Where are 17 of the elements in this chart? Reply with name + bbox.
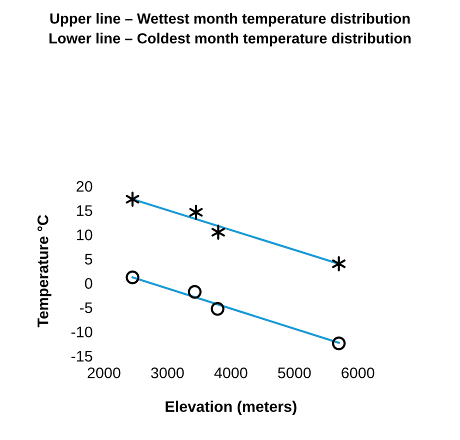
y-axis-title: Temperature °C: [37, 215, 52, 328]
x-tick-label: 3000: [151, 367, 184, 378]
x-tick-label: 6000: [342, 367, 374, 378]
chart-title: Upper line – Wettest month temperature distribution: [50, 13, 410, 27]
chart-subtitle: Lower line – Coldest month temperature distribution: [49, 32, 411, 46]
y-tick-label: -10: [71, 326, 92, 338]
x-axis-title: Elevation (meters): [166, 400, 296, 415]
x-tick-label: 4000: [214, 367, 248, 378]
y-tick-label: 10: [77, 230, 92, 240]
y-tick-label: 0: [84, 278, 92, 289]
x-tick-label: 5000: [278, 367, 311, 378]
y-tick-label: -15: [71, 350, 92, 362]
x-tick-label: 2000: [88, 367, 120, 378]
y-tick-label: 15: [77, 205, 92, 216]
y-tick-label: 20: [76, 180, 92, 192]
y-tick-label: 5: [84, 254, 92, 265]
y-tick-label: -5: [80, 302, 92, 314]
